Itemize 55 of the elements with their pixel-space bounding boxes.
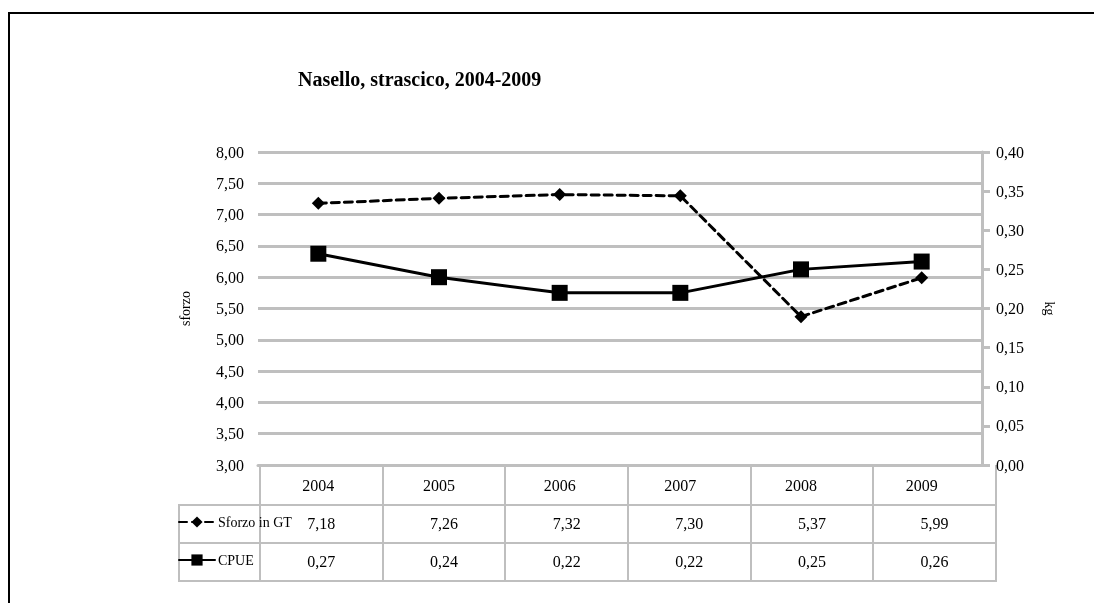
y2-tick-label: 0,00 bbox=[996, 456, 1024, 474]
y2-tick-label: 0,10 bbox=[996, 378, 1024, 396]
point bbox=[551, 284, 568, 301]
data-label: 0,25 bbox=[750, 543, 874, 581]
x-tick-label: 2009 bbox=[905, 476, 938, 494]
legend-label: Sforzo in GT bbox=[218, 514, 293, 530]
point bbox=[673, 189, 687, 203]
y-tick-label: 6,00 bbox=[216, 268, 244, 286]
y2-tick-label: 0,05 bbox=[996, 417, 1024, 435]
x-tick-label: 2005 bbox=[423, 476, 455, 494]
y2-tick-label: 0,30 bbox=[996, 221, 1024, 239]
y-tick-label: 7,50 bbox=[216, 174, 244, 192]
y2-tick-label: 0,20 bbox=[996, 300, 1024, 317]
y2-tick-label: 0,40 bbox=[996, 143, 1024, 161]
point bbox=[431, 269, 447, 286]
y-axis-title: sforzo bbox=[177, 291, 193, 326]
point bbox=[432, 191, 446, 205]
legend-label: CPUE bbox=[218, 552, 254, 568]
x-tick-label: 2008 bbox=[785, 476, 817, 494]
point bbox=[915, 271, 929, 285]
point bbox=[553, 188, 567, 202]
y-tick-label: 5,50 bbox=[216, 300, 244, 317]
y2-tick-label: 0,25 bbox=[996, 260, 1024, 278]
data-label: 7,26 bbox=[382, 505, 506, 543]
point bbox=[311, 196, 325, 210]
y-tick-label: 3,00 bbox=[216, 456, 244, 474]
data-label: 5,37 bbox=[750, 505, 874, 543]
x-tick-label: 2007 bbox=[664, 476, 697, 494]
data-label: 7,18 bbox=[307, 515, 336, 532]
data-label: 7,32 bbox=[505, 505, 628, 543]
data-label: 0,22 bbox=[627, 543, 751, 581]
point bbox=[793, 261, 809, 278]
y2-tick-label: 0,15 bbox=[996, 339, 1024, 357]
point bbox=[794, 310, 808, 324]
data-label: 5,99 bbox=[873, 505, 996, 543]
chart-title: Nasello, strascico, 2004-2009 bbox=[298, 68, 542, 90]
point bbox=[310, 245, 327, 262]
y-tick-label: 5,00 bbox=[216, 331, 244, 349]
y-tick-label: 3,50 bbox=[216, 425, 244, 443]
point bbox=[913, 253, 930, 270]
y-tick-label: 4,50 bbox=[216, 362, 244, 380]
y-tick-label: 6,50 bbox=[216, 237, 244, 255]
data-label: 7,30 bbox=[627, 505, 751, 543]
y-tick-label: 7,00 bbox=[216, 206, 244, 224]
y-tick-label: 8,00 bbox=[216, 143, 244, 161]
data-label: 0,24 bbox=[382, 543, 506, 581]
data-label: 0,26 bbox=[873, 543, 996, 581]
point bbox=[672, 284, 689, 301]
data-label: 0,27 bbox=[260, 543, 383, 581]
y2-tick-label: 0,35 bbox=[996, 182, 1024, 200]
y-tick-label: 4,00 bbox=[216, 393, 244, 411]
y2-axis-title: kg bbox=[1041, 301, 1057, 316]
x-tick-label: 2004 bbox=[302, 476, 335, 494]
x-tick-label: 2006 bbox=[543, 476, 576, 494]
data-label: 0,22 bbox=[505, 543, 628, 581]
